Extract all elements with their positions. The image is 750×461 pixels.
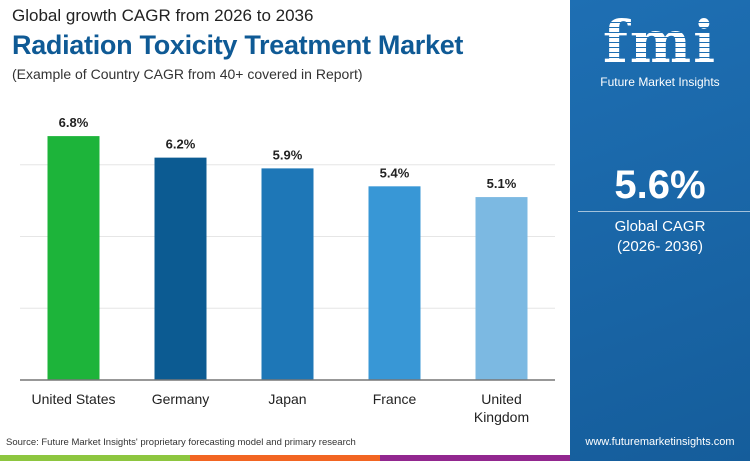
data-label: 6.8% xyxy=(59,115,89,130)
global-cagr-value: 5.6% xyxy=(614,163,706,207)
stripe-orange xyxy=(190,455,380,461)
category-label: United States xyxy=(31,391,115,407)
source-note: Source: Future Market Insights' propriet… xyxy=(6,437,356,448)
fmi-logo: fmi xyxy=(570,8,750,76)
stripe-purple xyxy=(380,455,570,461)
category-label: Germany xyxy=(152,391,210,407)
chart-title: Radiation Toxicity Treatment Market xyxy=(12,30,464,60)
stripe-green xyxy=(0,455,190,461)
summary-panel: fmi Future Market Insights 5.6% Global C… xyxy=(570,0,750,461)
category-label: United Kingdom xyxy=(474,391,529,425)
logo-subtitle: Future Market Insights xyxy=(600,75,720,89)
category-label: France xyxy=(373,391,417,407)
chart-supertitle: Global growth CAGR from 2026 to 2036 xyxy=(12,6,314,25)
global-cagr-years: (2026- 2036) xyxy=(617,238,703,255)
bar-0 xyxy=(47,136,100,380)
global-cagr-label: Global CAGR xyxy=(614,218,706,235)
data-label: 5.9% xyxy=(273,147,303,162)
bar-chart: 6.8% United States 6.2% Germany 5.9% Japan 5.4… xyxy=(20,115,555,425)
data-label: 5.4% xyxy=(380,165,410,180)
divider xyxy=(578,211,750,212)
category-label: Japan xyxy=(268,391,306,407)
data-label: 6.2% xyxy=(166,137,196,152)
website-link[interactable]: www.futuremarketinsights.com xyxy=(585,436,735,448)
data-label: 5.1% xyxy=(487,176,517,191)
bar-2 xyxy=(261,168,314,380)
bar-4 xyxy=(475,197,528,380)
bar-3 xyxy=(368,186,421,380)
bar-1 xyxy=(154,157,207,380)
chart-subtitle: (Example of Country CAGR from 40+ covere… xyxy=(12,66,363,82)
